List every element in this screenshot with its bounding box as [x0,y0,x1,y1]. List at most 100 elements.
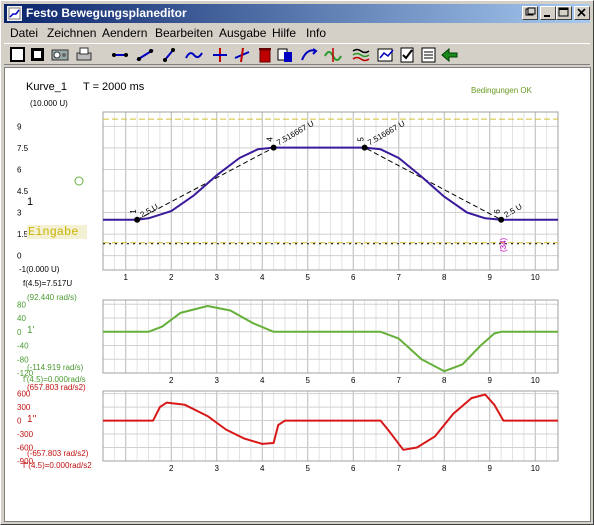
wave-button[interactable] [351,46,371,64]
position-y-tick: 9 [17,122,22,131]
ramp-button[interactable] [135,46,155,64]
arrow-left-icon [441,47,458,63]
check-icon [400,47,414,63]
cross-icon [213,48,227,62]
status-text: Bedingungen OK [471,86,532,95]
title-bar[interactable]: Festo Bewegungsplaneditor [4,4,590,23]
point-label: 1 [129,209,138,214]
eingabe-input[interactable]: Eingabe [27,225,87,239]
velocity-readout: f'(4.5)=0.000rad/s [23,375,86,384]
close-button[interactable] [574,6,590,20]
acceleration-y-tick: -600 [17,444,34,453]
menu-ausgabe[interactable]: Ausgabe [219,26,267,40]
velocity-x-tick: 7 [397,376,402,385]
close-icon [577,8,586,17]
green-marker [74,176,84,186]
position-min-label: -1(0.000 U) [19,265,60,274]
minimize-icon [544,15,550,17]
copy-segment-icon [277,48,292,62]
position-x-tick: 10 [531,273,540,282]
rotate-icon [301,48,318,61]
curve-name: Kurve_1 [26,81,67,93]
acceleration-x-tick: 7 [397,464,402,473]
acceleration-x-tick: 9 [488,464,493,473]
print-button[interactable] [74,46,94,64]
arrow-left-button[interactable] [440,46,460,64]
function-button[interactable] [323,46,343,64]
app-icon [7,6,22,21]
print-icon [76,47,92,61]
acceleration-frame [102,390,559,462]
graph-icon [377,48,394,62]
maximize-icon [558,7,569,17]
notes-icon [421,47,436,63]
velocity-y-tick: -40 [17,342,29,351]
fit-icon [31,48,44,61]
velocity-x-tick: 5 [306,376,311,385]
line-button[interactable] [110,46,130,64]
ramp-steep-button[interactable] [159,46,179,64]
velocity-frame [102,299,559,374]
new-button[interactable] [8,46,28,64]
control-point [270,144,277,151]
notes-button[interactable] [419,46,439,64]
machine-button[interactable] [50,46,70,64]
menu-zeichnen[interactable]: Zeichnen [47,26,97,40]
point-label: 4 [266,137,275,142]
cut-icon [234,47,250,63]
acceleration-x-tick: 10 [531,464,540,473]
segment-label: 2.5 U [503,202,524,219]
velocity-x-tick: 10 [531,376,540,385]
graph-button[interactable] [376,46,396,64]
menu-aendern[interactable]: Aendern [102,26,148,40]
menu-info[interactable]: Info [306,26,327,40]
cross-button[interactable] [210,46,230,64]
control-point [498,216,505,223]
velocity-y-tick: -120 [17,369,34,378]
acceleration-max-label: (657.803 rad/s2) [27,383,86,392]
position-curve [103,146,558,221]
position-x-tick: 3 [215,273,220,282]
position-x-tick: 9 [488,273,493,282]
curve-button[interactable] [184,46,204,64]
acceleration-x-tick: 4 [260,464,265,473]
cut-button[interactable] [232,46,252,64]
position-x-tick: 6 [351,273,356,282]
position-y-tick: 0 [17,252,22,261]
control-point [134,216,141,223]
position-x-tick: 2 [169,273,174,282]
velocity-x-tick: 3 [215,376,220,385]
copy-segment-button[interactable] [275,46,295,64]
acceleration-x-tick: 6 [351,464,356,473]
toolbar [4,43,590,65]
position-x-tick: 1 [124,273,129,282]
restore-button[interactable] [522,6,538,20]
ramp-icon [136,49,154,61]
velocity-curve [103,305,558,373]
new-icon [10,47,25,62]
menu-datei[interactable]: Datei [10,26,39,40]
position-x-tick: 4 [260,273,265,282]
menu-hilfe[interactable]: Hilfe [272,26,297,40]
acceleration-x-tick: 2 [169,464,174,473]
function-icon [324,48,342,62]
acceleration-x-tick: 3 [215,464,220,473]
check-button[interactable] [398,46,418,64]
motion-plots[interactable]: 97.564.531.501 2 3 4 5 6 7 8 9 101 2.5 U4 7.516667 … [5,68,592,523]
velocity-x-tick: 4 [260,376,265,385]
delete-button[interactable] [255,46,275,64]
menu-bearbeiten[interactable]: Bearbeiten [155,26,214,40]
segment-label: 7.516667 U [275,119,316,148]
rotate-button[interactable] [299,46,319,64]
ramp-steep-icon [163,48,175,62]
acceleration-y-tick: -900 [17,457,34,466]
position-side-label: 1 [27,196,34,208]
velocity-x-tick: 6 [351,376,356,385]
plot-canvas[interactable]: Kurve_1 T = 2000 ms Bedingungen OK 9 7.5 6… [4,67,591,522]
minimize-button[interactable] [540,6,556,20]
fit-button[interactable] [28,46,48,64]
velocity-y-tick: 80 [17,300,26,309]
acceleration-min-label: (-657.803 rad/s2) [27,449,89,458]
velocity-x-tick: 2 [169,376,174,385]
maximize-button[interactable] [556,6,572,20]
